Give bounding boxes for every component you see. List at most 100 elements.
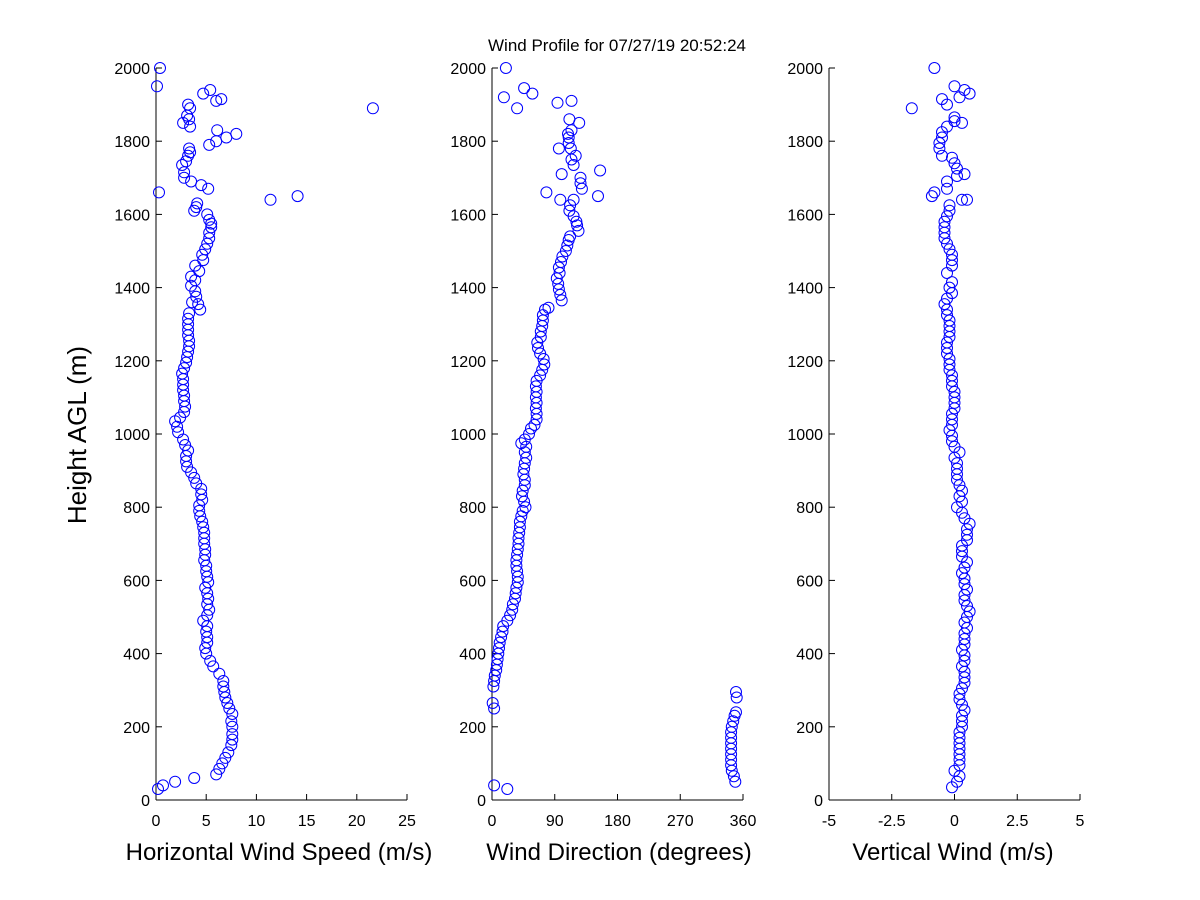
data-point	[226, 728, 239, 741]
y-tick-label: 1000	[450, 427, 486, 444]
y-tick-label: 1800	[787, 134, 823, 151]
data-point	[953, 687, 966, 700]
y-tick-label: 1800	[450, 134, 486, 151]
data-point	[951, 462, 963, 475]
data-point	[958, 671, 971, 684]
y-tick-label: 400	[123, 647, 150, 664]
data-point	[210, 768, 223, 781]
y-tick-label: 600	[459, 573, 486, 590]
data-point	[956, 484, 968, 497]
x-tick-label: 0	[488, 813, 497, 830]
data-point	[948, 440, 961, 453]
data-point	[213, 667, 226, 680]
data-point	[291, 190, 304, 203]
data-point	[946, 248, 958, 261]
x-axis-title: Horizontal Wind Speed (m/s)	[126, 839, 433, 866]
x-tick-label: 25	[398, 813, 416, 830]
data-point	[928, 62, 941, 74]
data-point	[956, 193, 968, 206]
x-tick-label: 0	[950, 813, 959, 830]
data-point	[210, 94, 223, 107]
data-point	[184, 120, 197, 133]
x-tick-label: -5	[822, 813, 836, 830]
data-point	[933, 142, 946, 155]
data-point	[204, 84, 217, 96]
data-point	[561, 239, 574, 252]
x-tick-label: 15	[298, 813, 316, 830]
data-point	[222, 746, 235, 759]
y-tick-label: 1800	[114, 134, 150, 151]
data-point	[727, 770, 740, 783]
data-point	[217, 680, 230, 693]
data-point	[213, 762, 226, 775]
data-point	[563, 113, 576, 126]
x-axis-title: Vertical Wind (m/s)	[852, 839, 1053, 866]
data-point	[941, 175, 953, 188]
data-point	[948, 80, 961, 93]
data-point	[202, 182, 215, 195]
data-point	[540, 186, 553, 199]
y-tick-label: 800	[459, 500, 486, 517]
y-tick-label: 1600	[114, 207, 150, 224]
data-point	[153, 186, 165, 199]
data-point	[219, 751, 232, 764]
data-point	[179, 439, 192, 451]
data-point	[574, 171, 587, 184]
data-point	[518, 82, 531, 95]
data-point	[506, 598, 519, 611]
y-tick-label: 200	[796, 720, 823, 737]
data-point	[574, 177, 587, 190]
data-point	[538, 358, 551, 371]
data-point	[938, 298, 951, 311]
data-point	[203, 138, 216, 151]
data-point	[567, 159, 580, 171]
data-point	[185, 270, 198, 283]
y-tick-label: 800	[123, 500, 150, 517]
y-tick-label: 1400	[114, 281, 150, 298]
data-point	[151, 80, 163, 93]
data-point	[200, 625, 213, 638]
data-point	[172, 426, 185, 439]
data-point	[956, 682, 968, 695]
data-point	[183, 307, 196, 320]
data-point	[217, 675, 230, 687]
x-tick-label: 270	[667, 813, 694, 830]
data-point	[192, 298, 205, 311]
data-point	[176, 367, 189, 380]
data-point	[226, 720, 239, 733]
data-point	[197, 521, 210, 534]
y-tick-label: 200	[459, 720, 486, 737]
y-tick-label: 0	[141, 793, 150, 810]
data-point	[207, 660, 220, 673]
data-point	[572, 224, 585, 237]
data-point	[226, 733, 239, 746]
data-point	[956, 715, 968, 728]
data-point	[205, 221, 218, 234]
y-tick-label: 600	[123, 573, 150, 590]
x-tick-label: 5	[1076, 813, 1085, 830]
y-tick-label: 1200	[787, 354, 823, 371]
y-tick-label: 400	[796, 647, 823, 664]
data-point	[203, 226, 216, 239]
data-point	[202, 592, 215, 605]
data-point	[501, 783, 514, 795]
data-point	[594, 164, 607, 177]
data-point	[504, 609, 517, 622]
x-tick-label: 5	[202, 813, 211, 830]
data-point	[958, 704, 971, 717]
data-point	[936, 131, 948, 144]
data-point	[185, 175, 198, 188]
data-point	[941, 342, 953, 354]
data-point	[951, 457, 963, 470]
data-point	[189, 259, 202, 272]
data-point	[925, 190, 938, 203]
data-point	[730, 686, 742, 698]
data-point	[956, 567, 968, 580]
x-tick-label: 360	[730, 813, 757, 830]
y-tick-label: 200	[123, 720, 150, 737]
data-point	[938, 221, 951, 234]
data-point	[215, 93, 228, 106]
y-tick-label: 400	[459, 647, 486, 664]
data-point	[951, 775, 963, 788]
data-point	[961, 528, 973, 541]
